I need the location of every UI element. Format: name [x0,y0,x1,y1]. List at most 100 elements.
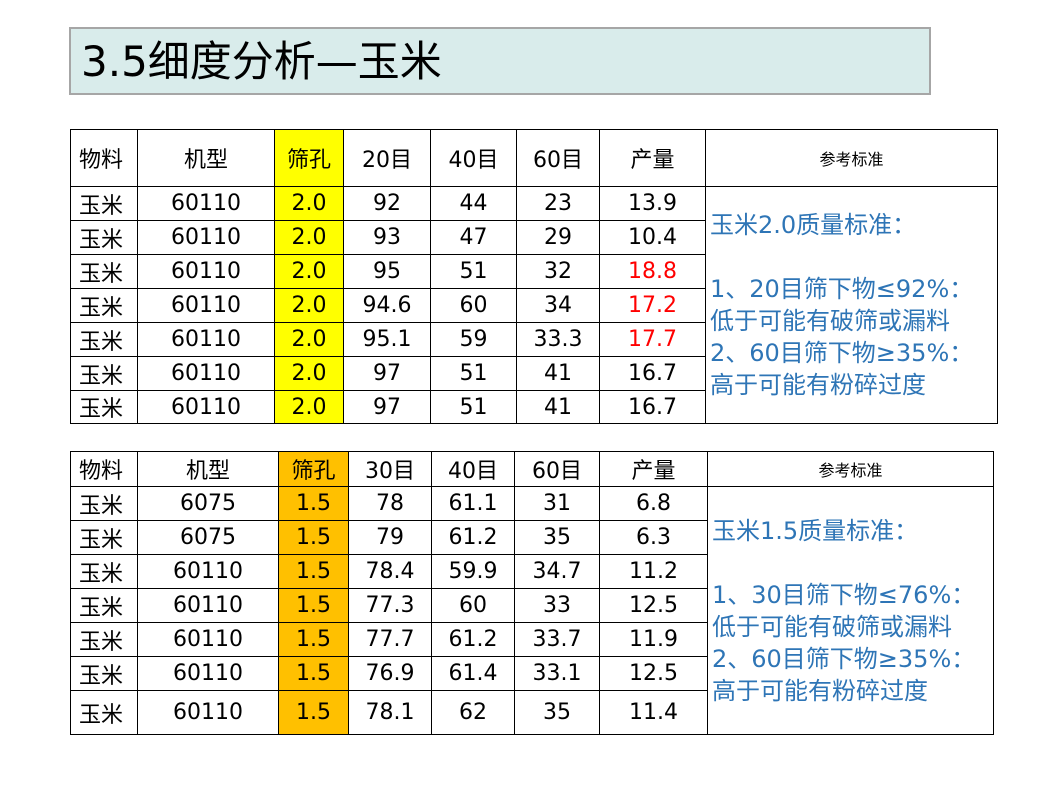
header-material: 物料 [70,129,138,187]
cell-mesh-40: 61.2 [431,622,515,657]
cell-model: 60110 [137,622,279,657]
cell-mesh-40: 61.1 [431,486,515,521]
cell-sieve: 2.0 [274,390,344,424]
cell-mesh-60: 23 [516,186,600,221]
table-row: 玉米 6075 1.5 79 61.2 35 6.3 [70,520,994,555]
cell-model: 6075 [137,486,279,521]
cell-mesh-a: 78.4 [348,554,432,589]
header-mesh-a: 30目 [348,451,432,487]
cell-material: 玉米 [70,486,138,521]
cell-model: 60110 [137,220,275,255]
cell-mesh-60: 41 [516,390,600,424]
cell-material: 玉米 [70,554,138,589]
header-sieve: 筛孔 [278,451,349,487]
cell-mesh-a: 97 [343,390,431,424]
cell-output: 13.9 [599,186,706,221]
table-row: 玉米 60110 2.0 94.6 60 34 17.2 [70,288,998,323]
cell-material: 玉米 [70,690,138,735]
cell-sieve: 2.0 [274,254,344,289]
header-mesh-40: 40目 [431,451,515,487]
cell-model: 60110 [137,322,275,357]
cell-mesh-60: 35 [514,690,600,735]
header-mesh-60: 60目 [516,129,600,187]
cell-mesh-40: 51 [430,390,517,424]
cell-mesh-40: 44 [430,186,517,221]
cell-mesh-a: 77.3 [348,588,432,623]
table-corn-2-0: 物料 机型 筛孔 20目 40目 60目 产量 参考标准 玉米 60110 2.0 92 44 23 13.… [70,129,998,424]
cell-output: 11.2 [599,554,708,589]
cell-mesh-a: 97 [343,356,431,391]
cell-mesh-40: 60 [430,288,517,323]
cell-output: 6.8 [599,486,708,521]
cell-mesh-40: 59 [430,322,517,357]
cell-sieve: 1.5 [278,520,349,555]
table-row: 玉米 60110 2.0 97 51 41 16.7 [70,390,998,424]
reference-line1: 玉米2.0质量标准： [710,211,917,239]
cell-sieve: 2.0 [274,322,344,357]
header-mesh-40: 40目 [430,129,517,187]
cell-sieve: 1.5 [278,622,349,657]
cell-output: 12.5 [599,588,708,623]
cell-mesh-60: 33 [514,588,600,623]
cell-mesh-a: 79 [348,520,432,555]
cell-mesh-60: 31 [514,486,600,521]
reference-spacer [712,547,989,579]
cell-sieve: 1.5 [278,588,349,623]
reference-line5: 高于可能有粉碎过度 [710,371,926,399]
cell-material: 玉米 [70,356,138,391]
cell-material: 玉米 [70,220,138,255]
cell-output: 11.4 [599,690,708,735]
header-sieve: 筛孔 [274,129,344,187]
cell-model: 60110 [137,390,275,424]
cell-mesh-a: 78.1 [348,690,432,735]
table-row: 玉米 60110 2.0 93 47 29 10.4 [70,220,998,255]
cell-sieve: 2.0 [274,220,344,255]
cell-mesh-a: 95 [343,254,431,289]
reference-line3: 低于可能有破筛或漏料 [712,612,952,641]
header-mesh-60: 60目 [514,451,600,487]
cell-model: 60110 [137,186,275,221]
cell-output: 17.7 [599,322,706,357]
cell-model: 60110 [137,288,275,323]
cell-sieve: 1.5 [278,656,349,691]
table-row: 玉米 60110 1.5 78.4 59.9 34.7 11.2 [70,554,994,589]
cell-mesh-a: 77.7 [348,622,432,657]
cell-sieve: 1.5 [278,554,349,589]
cell-material: 玉米 [70,622,138,657]
cell-output: 17.2 [599,288,706,323]
cell-mesh-40: 61.2 [431,520,515,555]
title-banner: 3.5细度分析—玉米 [69,27,931,95]
cell-mesh-60: 33.7 [514,622,600,657]
header-reference: 参考标准 [707,451,994,487]
header-reference: 参考标准 [705,129,998,187]
cell-output: 6.3 [599,520,708,555]
header-output: 产量 [599,451,708,487]
reference-line5: 高于可能有粉碎过度 [712,676,928,705]
cell-mesh-a: 92 [343,186,431,221]
cell-mesh-60: 29 [516,220,600,255]
reference-line4: 2、60目筛下物≥35%： [712,644,976,673]
table-row: 玉米 60110 1.5 77.7 61.2 33.7 11.9 [70,622,994,657]
cell-output: 16.7 [599,356,706,391]
cell-material: 玉米 [70,254,138,289]
reference-standard: 玉米1.5质量标准： 1、30目筛下物≤76%： 低于可能有破筛或漏料 2、60目筛下… [707,486,994,735]
cell-model: 60110 [137,690,279,735]
table-corn-1-5: 物料 机型 筛孔 30目 40目 60目 产量 参考标准 玉米 6075 1.5 78 61.1 31 6.… [70,451,994,735]
cell-model: 60110 [137,554,279,589]
cell-mesh-60: 33.1 [514,656,600,691]
header-model: 机型 [137,129,275,187]
cell-model: 6075 [137,520,279,555]
cell-material: 玉米 [70,322,138,357]
cell-mesh-a: 78 [348,486,432,521]
cell-output: 12.5 [599,656,708,691]
reference-line2: 1、30目筛下物≤76%： [712,580,976,609]
cell-sieve: 2.0 [274,288,344,323]
cell-mesh-a: 95.1 [343,322,431,357]
cell-mesh-60: 35 [514,520,600,555]
cell-mesh-40: 47 [430,220,517,255]
cell-mesh-a: 94.6 [343,288,431,323]
cell-mesh-a: 76.9 [348,656,432,691]
cell-mesh-60: 33.3 [516,322,600,357]
table-row: 玉米 60110 2.0 97 51 41 16.7 [70,356,998,391]
cell-material: 玉米 [70,656,138,691]
